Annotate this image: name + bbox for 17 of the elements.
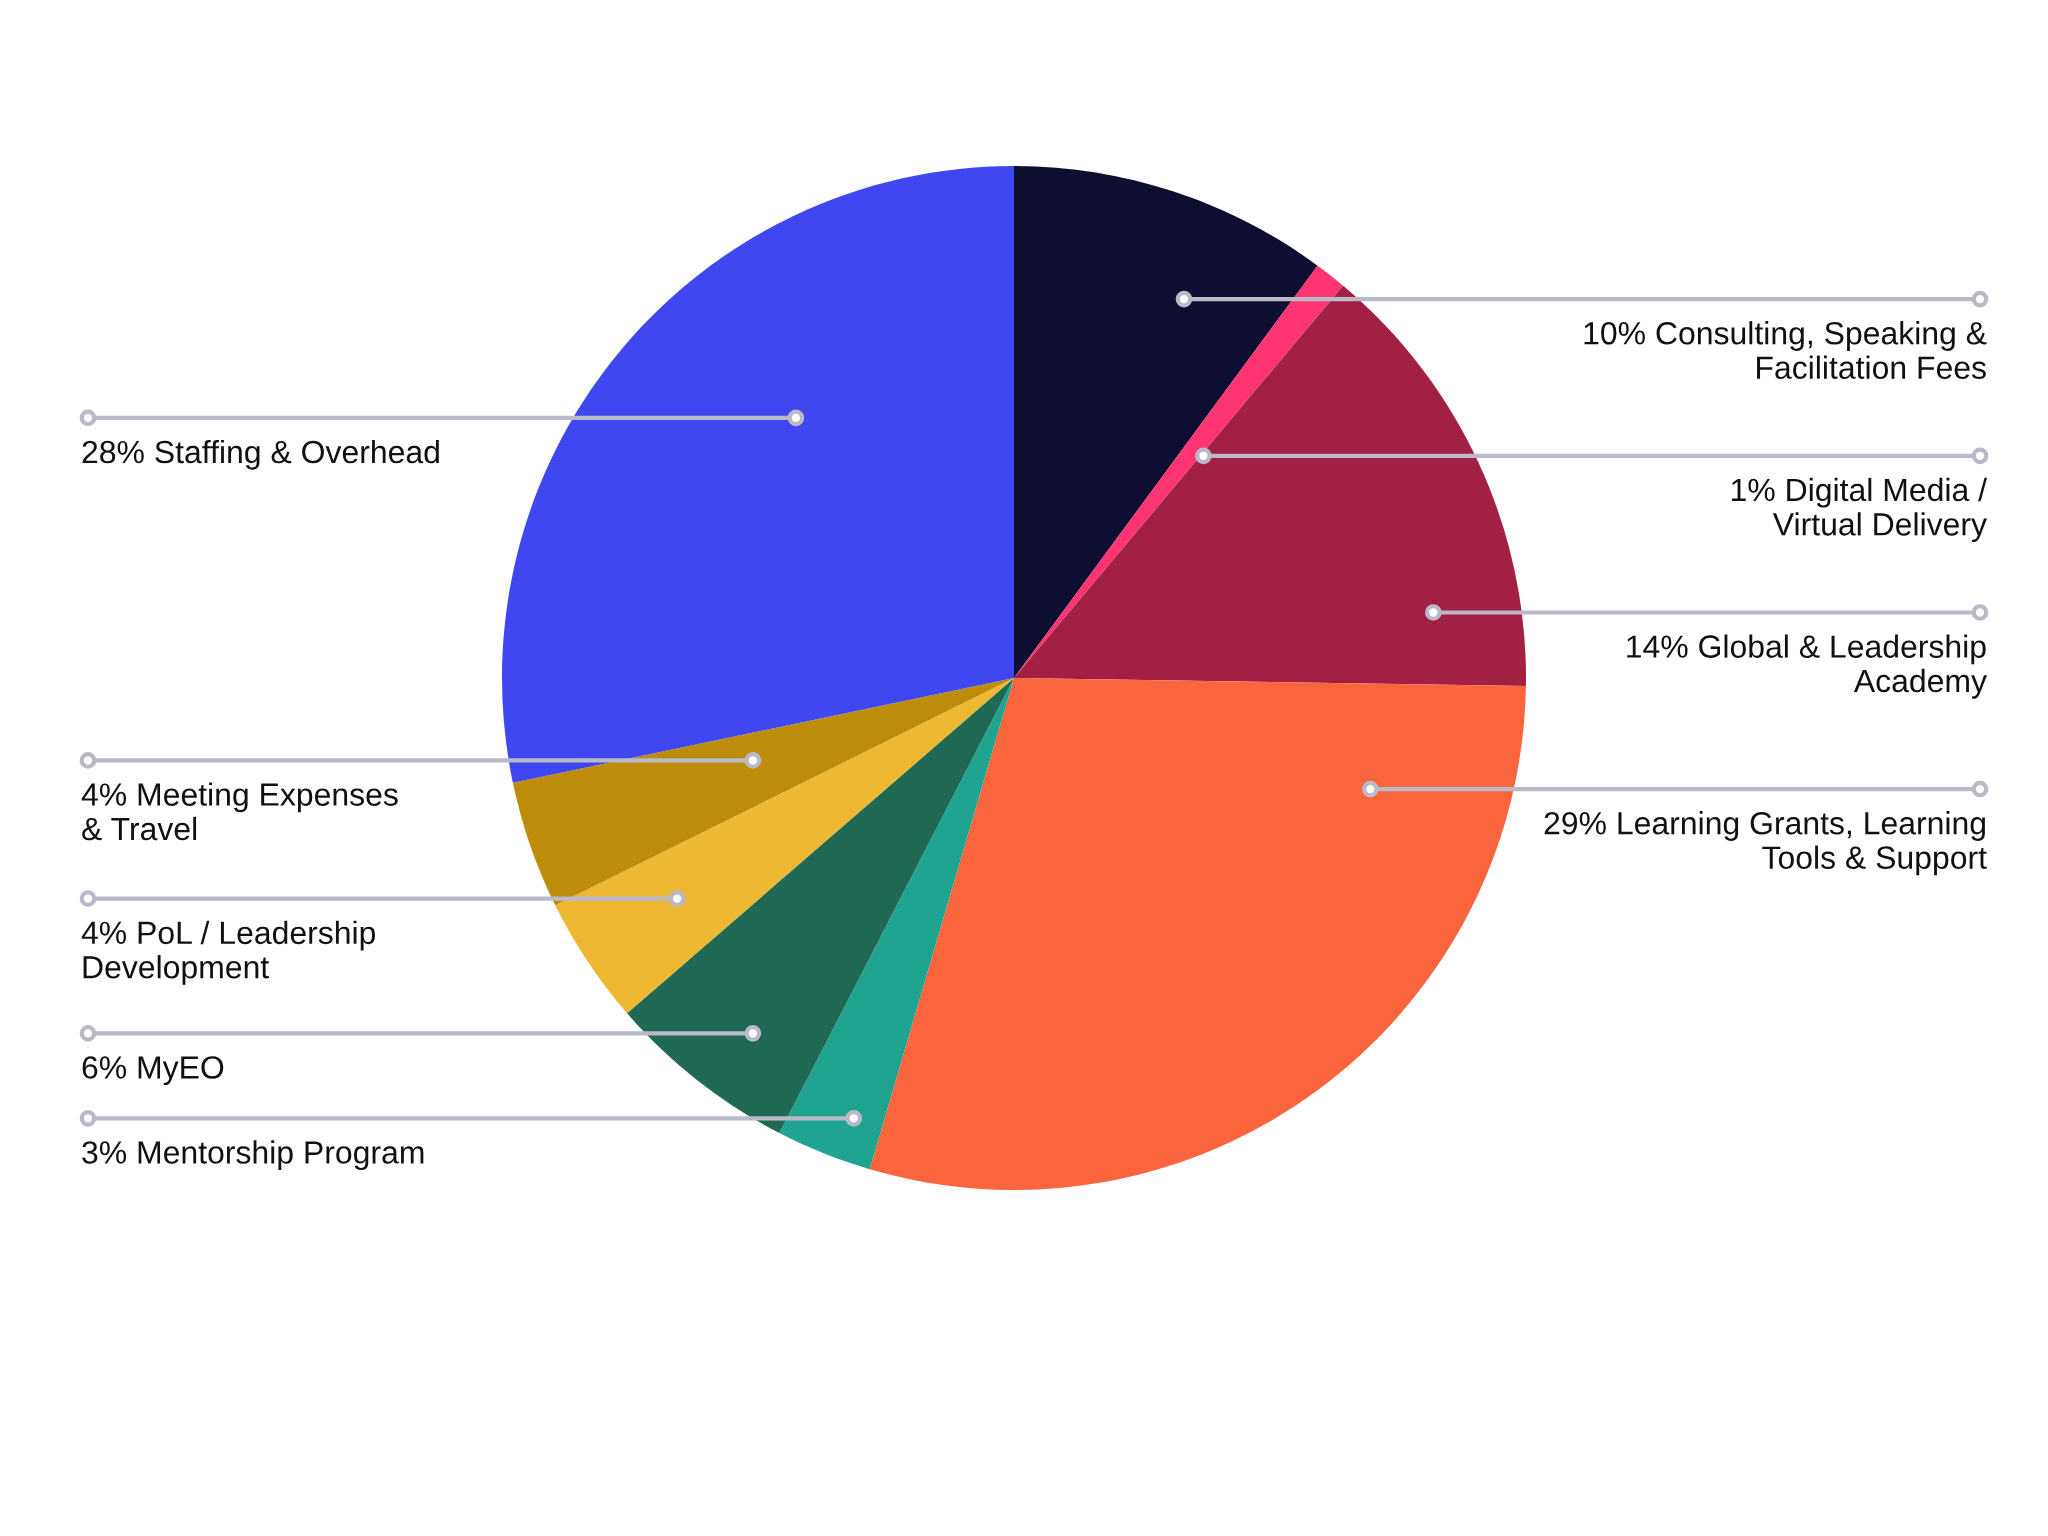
pie-slice [1014,285,1526,687]
pie-slice [779,678,1014,1170]
slice-label: 4% PoL / Leadership Development [81,920,376,985]
pie-slice [555,678,1014,1014]
slice-label: 3% Mentorship Program [82,1140,424,1171]
slice-label: 10% Consulting, Speaking & Facilitation Fees [1584,321,1987,379]
slice-label: 6% MyEO [82,1056,224,1086]
slice-label: 14% Global & Leadership Academy [1627,634,1987,699]
slice-label: 1% Digital Media / Virtual Delivery [1732,477,1988,542]
slice-label: 28% Staffing & Overhead [82,439,439,470]
pie-slice [512,678,1014,906]
pie-slice [502,166,1014,783]
pie-slice [1014,166,1318,678]
pie-slice [627,678,1014,1134]
pie-slice [869,678,1526,1190]
slice-label: 29% Learning Grants, Learning Tools & Support [1544,811,1987,876]
slice-label: 4% Meeting Expenses & Travel [81,782,398,841]
